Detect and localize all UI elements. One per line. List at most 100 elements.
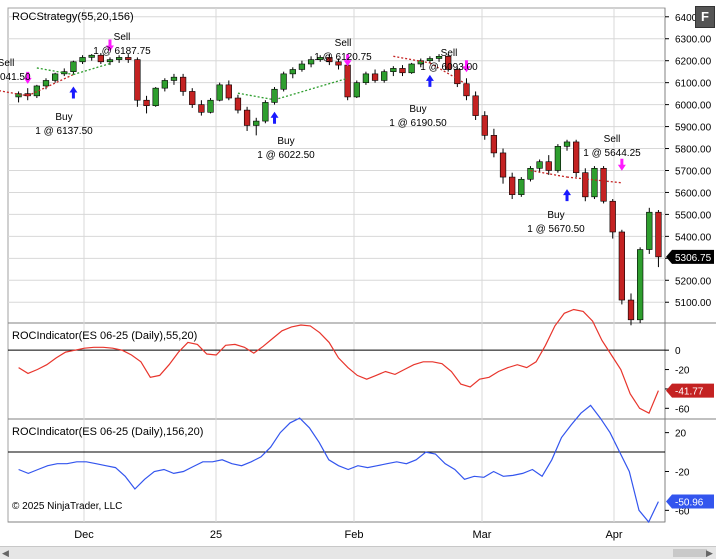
candle-body <box>161 80 168 89</box>
candle-body <box>298 63 306 70</box>
sell-arrow-icon <box>462 60 471 73</box>
candle-body <box>198 104 205 113</box>
trade-detail: @ 6041.50 <box>0 72 31 83</box>
time-axis-label: Mar <box>473 529 492 541</box>
roc2-last-label-bg <box>666 494 714 509</box>
candle-body <box>563 141 571 147</box>
roc1-last-label-bg <box>666 383 714 398</box>
trade-detail: 1 @ 6137.50 <box>35 126 93 137</box>
price-tick-label: 5700.00 <box>675 166 712 177</box>
roc1-tick-label: 0 <box>675 346 681 357</box>
trade-detail: 1 @ 6093.00 <box>420 62 478 73</box>
trade-detail: 1 @ 5670.50 <box>527 224 585 235</box>
scroll-right-icon[interactable]: ▶ <box>706 548 713 558</box>
buy-arrow-icon <box>425 74 434 87</box>
candle-body <box>536 161 543 169</box>
trade-detail: 1 @ 6190.50 <box>389 118 447 129</box>
buy-arrow-icon <box>270 111 279 124</box>
buy-arrow-icon <box>563 189 572 202</box>
scroll-thumb[interactable] <box>673 549 707 557</box>
roc2-last-label: -50.96 <box>675 498 704 509</box>
trade-detail: 1 @ 6022.50 <box>257 150 315 161</box>
candle-body <box>189 91 196 105</box>
time-axis-label: Feb <box>345 529 364 541</box>
candle-body <box>253 120 260 126</box>
scroll-left-icon[interactable]: ◀ <box>2 548 9 558</box>
candle-body <box>52 73 59 81</box>
candle-body <box>234 97 242 111</box>
candle-body <box>527 167 534 180</box>
candle-body <box>134 59 141 101</box>
price-last-label: 5306.75 <box>675 253 712 264</box>
sell-arrow-icon <box>23 71 32 84</box>
price-tick-label: 6200.00 <box>675 57 712 68</box>
sell-arrow-icon <box>617 158 626 171</box>
roc1-tick-label: -60 <box>675 404 690 415</box>
trade-connector <box>27 73 74 97</box>
copyright: © 2025 NinjaTrader, LLC <box>12 501 122 512</box>
candle-body <box>646 211 653 250</box>
candle-body <box>435 56 443 59</box>
trade-connector <box>274 77 348 101</box>
candle-body <box>426 58 434 61</box>
plot-frame <box>7 7 666 523</box>
candle-body <box>79 57 86 63</box>
roc2-panel-title: ROCIndicator(ES 06-25 (Daily),156,20) <box>12 426 203 438</box>
trade-connector <box>73 62 111 76</box>
candle-body <box>655 211 662 258</box>
candle-body <box>225 84 232 99</box>
candle-body <box>390 68 397 72</box>
candle-body <box>618 231 625 301</box>
candle-body <box>271 88 278 103</box>
candle-body <box>280 73 287 90</box>
candle-body <box>88 54 95 58</box>
candle-body <box>317 57 324 60</box>
candle-body <box>125 57 132 60</box>
candle-body <box>262 102 269 122</box>
candle-body <box>243 109 251 126</box>
roc2-line <box>18 404 659 524</box>
trade-detail: 1 @ 5644.25 <box>583 148 641 159</box>
candle-body <box>627 299 635 321</box>
price-tick-label: 5600.00 <box>675 188 712 199</box>
candle-body <box>362 73 370 83</box>
price-tick-label: 6300.00 <box>675 35 712 46</box>
candle-body <box>179 76 187 92</box>
trade-label: Sell <box>441 48 458 59</box>
time-axis-label: Apr <box>605 529 622 541</box>
time-axis-label: Dec <box>74 529 94 541</box>
candle-body <box>600 167 607 202</box>
trade-detail: 1 @ 6187.75 <box>93 46 151 57</box>
horizontal-scrollbar[interactable]: ◀ ▶ <box>0 546 716 559</box>
roc1-last-label: -41.77 <box>675 387 704 398</box>
candle-body <box>481 115 488 136</box>
candle-body <box>509 176 516 195</box>
candle-body <box>545 161 552 171</box>
price-tick-label: 6000.00 <box>675 101 712 112</box>
trade-label: Sell <box>114 32 131 43</box>
price-tick-label: 5100.00 <box>675 298 712 309</box>
candle-body <box>573 141 580 173</box>
candle-body <box>637 249 644 321</box>
candle-body <box>152 87 159 107</box>
candle-body <box>106 59 114 63</box>
candle-body <box>371 73 379 81</box>
candle-body <box>591 167 598 198</box>
chart-corner-button[interactable]: F <box>695 6 715 28</box>
candle-body <box>42 80 50 87</box>
candle-body <box>207 99 214 113</box>
trade-connector <box>429 62 467 85</box>
price-panel-title: ROCStrategy(55,20,156) <box>12 11 134 23</box>
price-tick-label: 5900.00 <box>675 123 712 134</box>
candle-body <box>344 64 351 98</box>
trade-label: Buy <box>55 112 72 123</box>
trade-connector <box>237 92 275 101</box>
candle-body <box>472 95 479 116</box>
price-last-label-bg <box>666 249 714 264</box>
candle-body <box>417 60 424 65</box>
candle-body <box>115 57 123 60</box>
candle-body <box>582 172 589 198</box>
roc2-tick-label: -60 <box>675 506 690 517</box>
